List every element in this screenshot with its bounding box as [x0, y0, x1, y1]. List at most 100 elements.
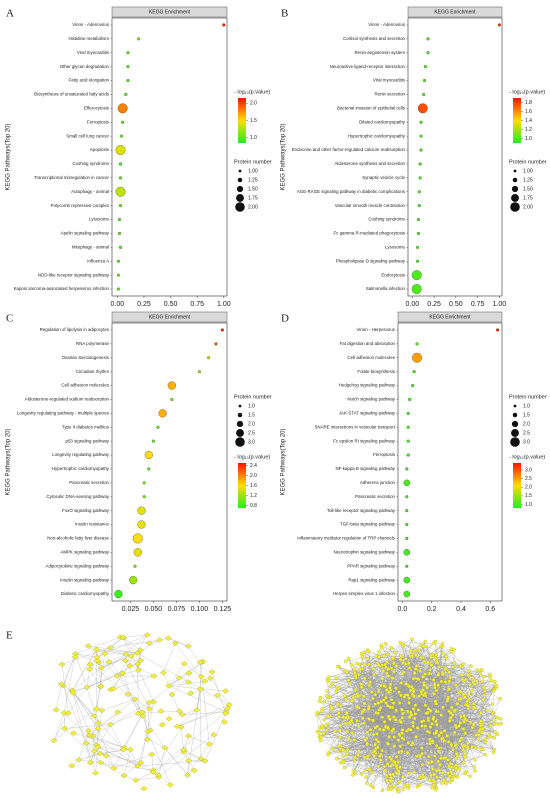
node — [357, 662, 362, 667]
node — [473, 745, 478, 750]
node — [344, 697, 348, 702]
point — [419, 148, 423, 152]
node — [417, 694, 421, 698]
edge — [367, 756, 373, 773]
x-tick-label: 0.6 — [485, 606, 495, 613]
node — [376, 740, 381, 744]
node — [145, 640, 153, 646]
edge — [436, 648, 452, 663]
node — [345, 711, 349, 715]
node — [491, 689, 496, 693]
x-tick-label: 1.00 — [493, 301, 507, 308]
point — [117, 218, 122, 222]
edge — [393, 657, 437, 704]
category-label: Fc epsilon RI signaling pathway — [333, 438, 396, 443]
node — [472, 757, 477, 762]
point — [133, 548, 142, 557]
point — [167, 381, 176, 390]
color-tick-label: 2.0 — [250, 473, 257, 479]
point — [417, 103, 428, 114]
point — [132, 533, 143, 544]
point — [120, 134, 124, 138]
point — [156, 425, 160, 429]
edge — [336, 725, 359, 759]
color-tick-label: 3.0 — [525, 467, 532, 473]
node — [450, 777, 454, 781]
node — [210, 732, 218, 738]
edge — [124, 702, 150, 748]
edge — [188, 681, 230, 705]
node — [424, 711, 429, 715]
node — [422, 659, 427, 664]
node — [52, 707, 60, 713]
node — [119, 670, 127, 676]
category-label: Ferroptosis — [87, 119, 110, 124]
node — [462, 720, 466, 724]
y-axis-title: KEGG Pathways(Top 20) — [6, 428, 12, 495]
node — [360, 772, 364, 776]
strip — [397, 311, 503, 323]
edge — [163, 672, 170, 686]
node — [479, 711, 483, 715]
edge — [147, 731, 171, 785]
node — [214, 692, 222, 698]
node — [225, 702, 233, 708]
node — [428, 709, 433, 713]
node — [101, 650, 109, 657]
edge — [53, 708, 97, 741]
edge — [75, 637, 121, 654]
node — [454, 763, 458, 767]
node — [92, 770, 99, 776]
point — [422, 79, 427, 83]
point — [207, 356, 211, 360]
node — [423, 639, 427, 644]
node — [447, 709, 451, 713]
edge — [110, 713, 139, 725]
node — [413, 703, 418, 708]
edge — [73, 692, 89, 731]
point — [116, 273, 120, 277]
edge — [399, 641, 426, 768]
edge — [364, 757, 374, 788]
edge — [447, 759, 476, 772]
node — [347, 720, 352, 725]
node — [110, 686, 117, 692]
node — [359, 651, 364, 656]
node — [365, 754, 370, 759]
edge — [382, 729, 384, 791]
node — [407, 661, 411, 665]
category-label: Insulin signaling pathway — [60, 577, 110, 582]
point — [426, 51, 430, 55]
edge — [439, 646, 442, 749]
panel-label: B — [281, 8, 288, 20]
node — [432, 780, 436, 784]
node — [450, 713, 455, 717]
edge — [354, 702, 410, 758]
plot-frame — [111, 17, 228, 297]
node — [413, 648, 418, 652]
node — [362, 707, 366, 712]
color-tick-label: 1.6 — [250, 483, 257, 489]
node — [454, 683, 458, 687]
edge — [171, 694, 180, 712]
node — [358, 667, 363, 672]
node — [493, 730, 497, 734]
node — [434, 652, 438, 657]
node — [476, 737, 481, 741]
edge — [71, 649, 97, 691]
panel-label: C — [6, 313, 13, 325]
node — [400, 736, 404, 740]
node — [338, 704, 343, 709]
edge — [113, 675, 155, 689]
edge — [89, 698, 136, 736]
node — [405, 750, 410, 755]
node — [434, 719, 438, 724]
edge — [364, 652, 466, 755]
edge — [384, 664, 473, 679]
edge — [138, 710, 180, 714]
node — [450, 765, 454, 769]
node — [119, 746, 127, 753]
node — [391, 715, 396, 719]
node — [387, 735, 391, 739]
edge — [113, 634, 148, 689]
